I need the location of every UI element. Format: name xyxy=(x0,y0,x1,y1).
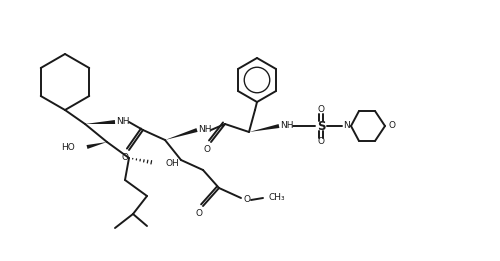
Text: O: O xyxy=(196,209,202,217)
Text: O: O xyxy=(318,105,324,115)
Text: OH: OH xyxy=(165,159,179,169)
Text: O: O xyxy=(318,138,324,146)
Text: O: O xyxy=(204,145,210,153)
Text: O: O xyxy=(388,122,396,130)
Polygon shape xyxy=(165,128,198,140)
Text: O: O xyxy=(122,152,128,162)
Text: S: S xyxy=(317,120,325,133)
Polygon shape xyxy=(86,142,107,149)
Text: NH: NH xyxy=(280,122,294,130)
Text: N: N xyxy=(344,122,350,130)
Text: HO: HO xyxy=(61,143,75,151)
Text: O: O xyxy=(244,195,250,205)
Text: NH: NH xyxy=(116,117,130,127)
Text: CH₃: CH₃ xyxy=(268,193,285,203)
Polygon shape xyxy=(85,120,115,124)
Text: NH: NH xyxy=(198,126,212,134)
Polygon shape xyxy=(249,124,280,132)
